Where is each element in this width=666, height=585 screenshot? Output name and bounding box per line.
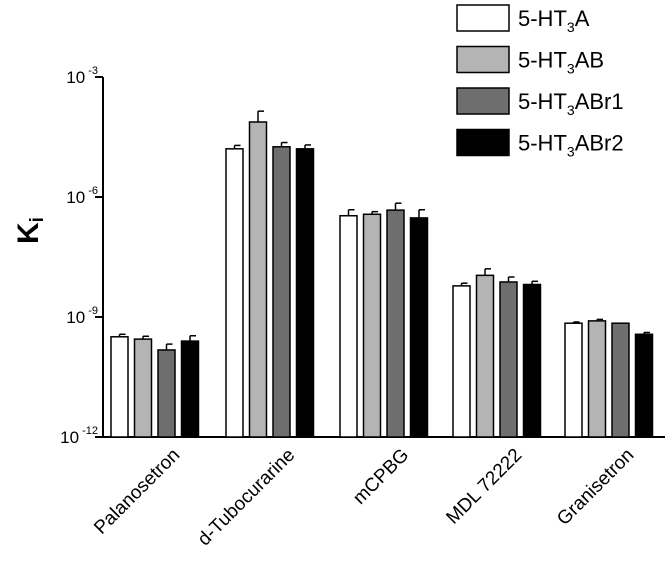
- bars: [110, 110, 654, 438]
- x-tick-label: Palanosetron: [90, 445, 184, 539]
- y-tick-label: 10 -9: [66, 305, 98, 327]
- bar: [339, 214, 358, 438]
- legend-label: 5-HT3A: [518, 6, 590, 35]
- bar-group: [339, 202, 429, 438]
- legend-swatch: [456, 4, 510, 32]
- x-tick-label: mCPBG: [349, 445, 413, 509]
- legend-label: 5-HT3ABr1: [518, 89, 624, 118]
- bar: [225, 148, 244, 438]
- x-tick-label: MDL 72222: [442, 445, 526, 529]
- bar: [133, 338, 153, 438]
- legend-item: 5-HT3A: [456, 4, 590, 35]
- bar: [409, 217, 429, 438]
- bar: [295, 148, 315, 438]
- bar-group: [225, 110, 315, 438]
- y-tick-label: 10 -12: [60, 425, 98, 447]
- bar: [362, 213, 382, 438]
- legend-item: 5-HT3AB: [456, 45, 604, 77]
- bar: [157, 349, 176, 438]
- y-ticks: 10 -3 10 -6 10 -9 10 -12: [60, 65, 103, 447]
- bar-group: [564, 318, 654, 438]
- legend-item: 5-HT3ABr1: [456, 87, 624, 118]
- bar: [386, 209, 405, 438]
- bar: [272, 146, 291, 438]
- y-tick-label: 10 -6: [66, 185, 98, 207]
- legend-label: 5-HT3ABr2: [518, 131, 624, 160]
- bar-group: [110, 333, 200, 438]
- legend-swatch: [456, 45, 510, 74]
- legend-swatch: [456, 128, 510, 157]
- bar: [180, 340, 200, 438]
- x-tick-label: Granisetron: [553, 445, 638, 530]
- legend: 5-HT3A 5-HT3AB 5-HT3ABr1 5-HT3ABr2: [456, 4, 624, 160]
- legend-swatch: [456, 87, 510, 115]
- bar: [248, 121, 268, 438]
- bar: [499, 281, 518, 438]
- y-axis-label: Ki: [12, 217, 48, 244]
- x-tick-labels: Palanosetron d-Tubocurarine mCPBG MDL 72222…: [90, 445, 638, 550]
- bar: [475, 274, 495, 438]
- bar: [564, 322, 583, 438]
- bar: [522, 283, 542, 438]
- legend-label: 5-HT3AB: [518, 48, 604, 77]
- bar: [110, 336, 129, 438]
- bar: [587, 320, 607, 438]
- bar: [634, 333, 654, 438]
- bar: [611, 322, 630, 438]
- y-tick-label: 10 -3: [66, 65, 98, 87]
- bar-group: [452, 268, 542, 438]
- legend-item: 5-HT3ABr2: [456, 128, 624, 160]
- x-tick-label: d-Tubocurarine: [194, 445, 299, 550]
- bar: [452, 285, 471, 438]
